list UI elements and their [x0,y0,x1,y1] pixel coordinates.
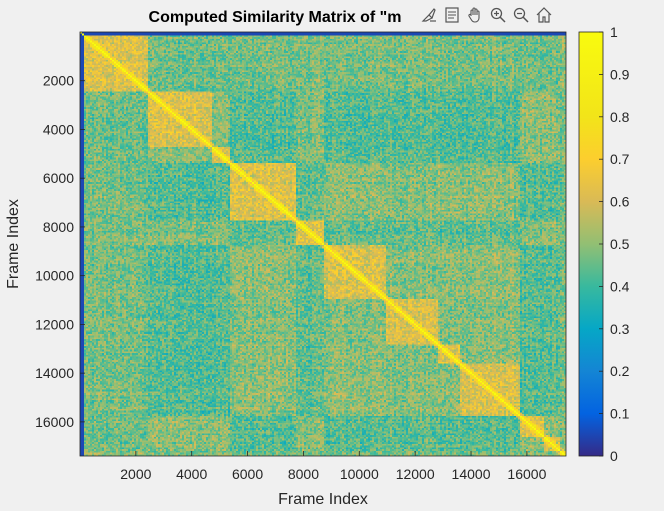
colorbar-tick-label: 0.1 [610,406,630,422]
heatmap-plot-area[interactable] [80,32,566,456]
y-tick-label: 16000 [35,414,74,430]
y-axis-label: Frame Index [5,199,22,289]
colorbar-tick-label: 0 [610,448,618,464]
zoom-out-icon[interactable] [510,5,531,26]
axes-toolbar [416,3,556,27]
colorbar-tick-label: 0.8 [610,109,630,125]
x-axis-label: Frame Index [278,491,368,508]
y-tick-label: 2000 [43,73,74,89]
y-tick-label: 12000 [35,316,74,332]
colorbar-ticks: 0 0.1 0.2 0.3 0.4 0.5 0.6 0.7 0.8 0.9 1 [599,24,630,464]
y-tick-label: 10000 [35,268,74,284]
colorbar-tick-label: 0.9 [610,66,630,82]
colorbar-tick-label: 1 [610,24,618,40]
colorbar-tick-label: 0.4 [610,278,630,294]
x-tick-label: 2000 [120,466,151,482]
x-tick-label: 14000 [452,466,491,482]
x-tick-label: 6000 [232,466,263,482]
colorbar-tick-label: 0.5 [610,236,630,252]
colorbar-tick-label: 0.3 [610,321,630,337]
y-tick-label: 8000 [43,219,74,235]
x-tick-label: 8000 [288,466,319,482]
x-axis: 2000 4000 6000 8000 10000 12000 14000 16000 [120,451,547,482]
x-tick-label: 16000 [507,466,546,482]
pan-icon[interactable] [464,5,485,26]
brush-icon[interactable] [418,5,439,26]
axes-frame [79,31,567,457]
similarity-heatmap[interactable] [80,32,566,456]
y-tick-label: 14000 [35,365,74,381]
y-axis: 2000 4000 6000 8000 10000 12000 14000 16000 [35,73,85,430]
chart-title: Computed Similarity Matrix of "m [149,9,402,26]
y-tick-label: 4000 [43,121,74,137]
datatip-icon[interactable] [441,5,462,26]
home-icon[interactable] [533,5,554,26]
x-tick-label: 4000 [176,466,207,482]
colorbar-tick-label: 0.7 [610,151,630,167]
x-tick-label: 12000 [396,466,435,482]
zoom-in-icon[interactable] [487,5,508,26]
x-tick-label: 10000 [340,466,379,482]
colorbar-tick-label: 0.2 [610,363,630,379]
y-tick-label: 6000 [43,170,74,186]
colorbar-tick-label: 0.6 [610,194,630,210]
